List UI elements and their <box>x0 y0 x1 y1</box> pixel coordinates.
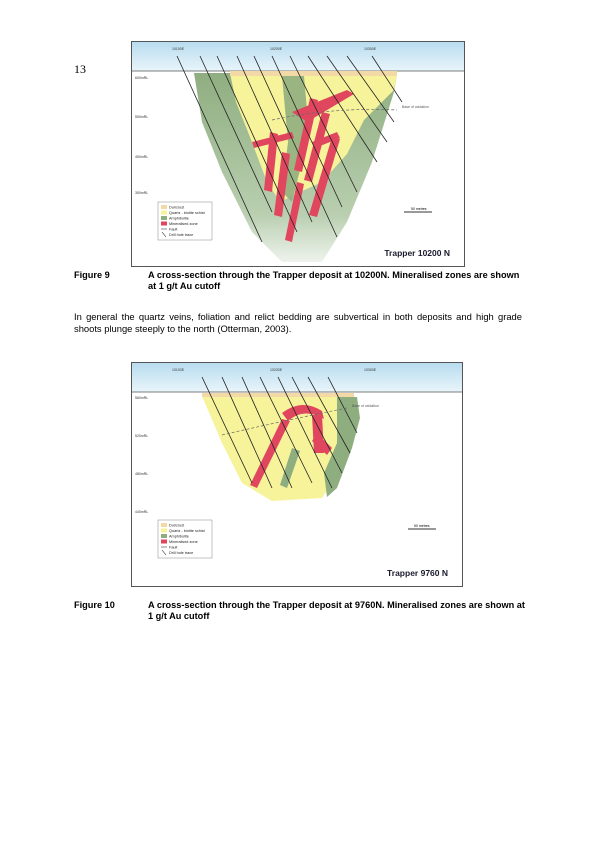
base-of-oxidation-label: Base of oxidation <box>402 105 429 109</box>
base-of-oxidation-label: Base of oxidation <box>352 404 379 408</box>
easting-label: 10300E <box>364 368 377 372</box>
legend-swatch <box>161 539 167 544</box>
scale-bar-label: 50 metres <box>414 524 430 528</box>
drill-hole-traces <box>201 376 358 489</box>
duricrust-unit <box>202 393 354 397</box>
figure-9-caption: Figure 9 A cross-section through the Tra… <box>74 270 534 294</box>
legend-label: Fault <box>169 546 178 550</box>
legend-label: Duricrust <box>169 524 185 528</box>
cross-section-10200n: Base of oxidation 10100E 10200E 10300E 6… <box>132 42 464 262</box>
legend-label: Duricrust <box>169 206 185 210</box>
legend-swatch <box>161 523 167 527</box>
cross-section-9760n: Base of oxidation 10100E 10200E 10300E 5… <box>132 363 462 578</box>
easting-label: 10100E <box>172 368 185 372</box>
caption-text: A cross-section through the Trapper depo… <box>148 600 525 621</box>
elevation-label: 560mRL <box>135 396 148 400</box>
easting-label: 10200E <box>270 47 283 51</box>
easting-label: 10200E <box>270 368 283 372</box>
figure-10-image: Base of oxidation 10100E 10200E 10300E 5… <box>131 362 463 587</box>
legend-swatch <box>161 528 167 533</box>
easting-label: 10300E <box>364 47 377 51</box>
elevation-label: 550mRL <box>135 115 148 119</box>
legend-swatch <box>161 221 167 226</box>
figure-10-caption: Figure 10 A cross-section through the Tr… <box>74 600 534 624</box>
legend-label: Mineralised zone <box>169 222 198 226</box>
elevation-label: 440mRL <box>135 510 148 514</box>
elevation-label: 480mRL <box>135 472 148 476</box>
legend-label: Quartz - biotite schist <box>169 529 206 533</box>
legend-swatch <box>161 210 167 215</box>
page-number: 13 <box>74 62 86 76</box>
legend-swatch <box>161 534 167 538</box>
legend-label: Amphibolite <box>169 535 189 539</box>
legend-label: Drill hole trace <box>169 551 193 555</box>
figure-image-title: Trapper 10200 N <box>384 248 450 258</box>
legend-swatch <box>161 216 167 220</box>
legend: Duricrust Quartz - biotite schist Amphib… <box>157 201 213 241</box>
caption-label: Figure 10 <box>74 600 115 610</box>
amphibolite-band <box>280 448 300 488</box>
easting-label: 10100E <box>172 47 185 51</box>
mineralised-zones <box>252 90 354 242</box>
legend-label: Amphibolite <box>169 217 189 221</box>
drill-hole-traces <box>176 55 403 243</box>
body-paragraph: In general the quartz veins, foliation a… <box>74 311 522 334</box>
base-of-oxidation-line <box>221 407 348 436</box>
sky-band <box>132 42 464 71</box>
legend-label: Quartz - biotite schist <box>169 211 206 215</box>
figure-image-title: Trapper 9760 N <box>387 568 448 578</box>
legend-label: Mineralised zone <box>169 540 198 544</box>
duricrust-unit <box>230 71 397 76</box>
legend-swatch <box>161 205 167 209</box>
caption-label: Figure 9 <box>74 270 110 280</box>
mineralised-zones <box>250 404 332 488</box>
legend-label: Fault <box>169 228 178 232</box>
legend-label: Drill hole trace <box>169 233 193 237</box>
base-of-oxidation-line <box>271 109 398 121</box>
scale-bar-label: 50 metres <box>411 207 427 211</box>
elevation-label: 520mRL <box>135 434 148 438</box>
elevation-label: 600mRL <box>135 76 148 80</box>
elevation-label: 450mRL <box>135 155 148 159</box>
figure-9-image: Base of oxidation 10100E 10200E 10300E 6… <box>131 41 465 267</box>
legend: Duricrust Quartz - biotite schist Amphib… <box>157 519 213 559</box>
caption-text: A cross-section through the Trapper depo… <box>148 270 520 291</box>
elevation-label: 350mRL <box>135 191 148 195</box>
